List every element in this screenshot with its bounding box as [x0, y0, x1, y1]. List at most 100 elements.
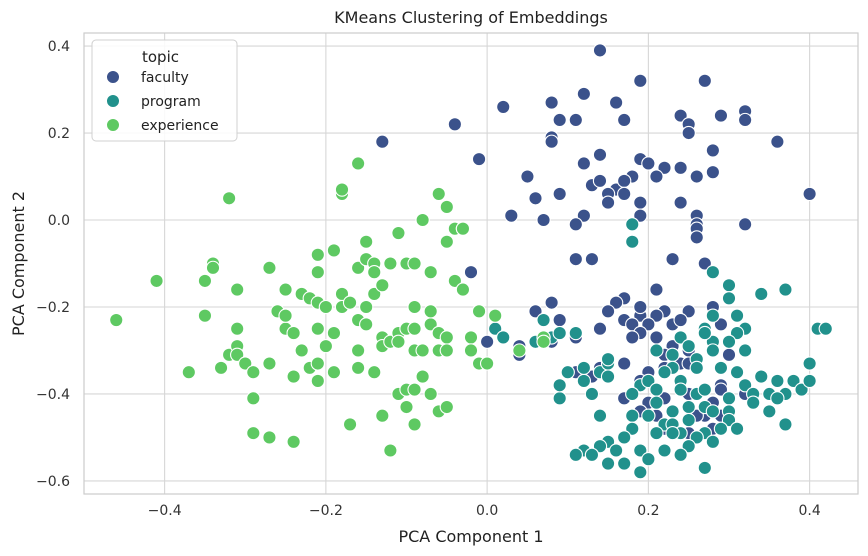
point-experience	[391, 225, 406, 241]
point-faculty	[496, 99, 511, 115]
point-faculty	[617, 356, 632, 371]
legend-box	[91, 39, 238, 142]
point-faculty	[608, 95, 624, 110]
y-tick-label: 0.0	[48, 213, 70, 229]
point-program	[641, 373, 656, 389]
legend-label-experience: experience	[141, 118, 219, 134]
point-program	[721, 391, 737, 406]
point-program	[633, 465, 648, 480]
point-experience	[262, 356, 277, 371]
legend-marker-program	[106, 94, 120, 108]
point-faculty	[617, 173, 632, 189]
point-faculty	[633, 208, 648, 223]
y-tick-label: 0.2	[48, 126, 70, 142]
point-experience	[310, 321, 325, 336]
point-faculty	[649, 330, 664, 345]
point-program	[681, 399, 696, 415]
point-program	[649, 343, 664, 358]
point-experience	[230, 321, 245, 336]
x-tick-label: 0.4	[798, 503, 820, 519]
point-experience	[318, 299, 334, 315]
point-program	[641, 408, 656, 423]
point-faculty	[552, 312, 567, 328]
point-faculty	[649, 169, 664, 184]
point-faculty	[568, 217, 583, 232]
point-faculty	[544, 134, 559, 149]
point-faculty	[681, 125, 696, 141]
point-experience	[286, 325, 301, 341]
point-faculty	[649, 308, 664, 323]
y-tick-label: −0.2	[36, 300, 70, 316]
y-tick-label: −0.6	[36, 474, 70, 490]
point-faculty	[625, 330, 640, 345]
point-program	[746, 395, 761, 410]
point-faculty	[552, 186, 567, 202]
point-program	[552, 391, 567, 406]
x-tick-label: 0.2	[637, 503, 659, 519]
point-faculty	[689, 169, 704, 184]
legend-label-faculty: faculty	[141, 70, 189, 86]
point-program	[649, 425, 664, 441]
point-faculty	[713, 108, 729, 123]
point-program	[778, 417, 793, 432]
legend-title: topic	[142, 48, 179, 66]
point-experience	[310, 265, 325, 280]
point-experience	[423, 265, 438, 280]
point-faculty	[528, 304, 543, 319]
point-faculty	[665, 252, 680, 267]
point-experience	[262, 260, 277, 275]
point-program	[665, 425, 680, 441]
point-faculty	[504, 208, 519, 223]
point-program	[721, 412, 737, 428]
point-program	[754, 286, 769, 302]
point-experience	[294, 343, 309, 358]
point-faculty	[673, 195, 688, 210]
point-experience	[415, 212, 430, 228]
point-program	[592, 439, 608, 454]
point-experience	[181, 365, 196, 380]
point-program	[657, 443, 672, 458]
point-experience	[326, 243, 342, 258]
point-experience	[109, 312, 124, 328]
point-faculty	[770, 134, 785, 149]
point-program	[729, 365, 745, 380]
point-program	[705, 343, 721, 358]
point-faculty	[592, 147, 608, 162]
point-program	[705, 308, 721, 323]
point-faculty	[641, 317, 656, 332]
point-faculty	[544, 95, 559, 110]
point-experience	[455, 221, 471, 236]
point-faculty	[673, 160, 688, 175]
point-program	[729, 421, 745, 436]
point-experience	[415, 369, 430, 384]
point-experience	[278, 308, 293, 323]
point-faculty	[673, 108, 688, 123]
point-experience	[350, 260, 366, 275]
y-tick-label: −0.4	[36, 387, 70, 403]
point-program	[689, 360, 704, 376]
point-faculty	[697, 256, 712, 271]
point-experience	[439, 343, 454, 358]
point-faculty	[536, 212, 551, 228]
point-experience	[423, 304, 438, 319]
point-faculty	[528, 191, 543, 206]
point-experience	[310, 247, 325, 262]
legend-marker-faculty	[106, 70, 120, 84]
point-experience	[375, 408, 390, 423]
point-faculty	[633, 299, 648, 315]
point-program	[496, 330, 511, 345]
point-program	[818, 321, 833, 336]
point-program	[673, 447, 688, 463]
point-experience	[342, 295, 358, 310]
point-experience	[246, 425, 261, 441]
point-program	[633, 443, 648, 458]
point-experience	[423, 386, 438, 402]
chart-title: KMeans Clustering of Embeddings	[334, 8, 608, 27]
point-program	[762, 404, 777, 419]
point-program	[657, 365, 672, 380]
legend-items: faculty program experience	[106, 70, 219, 134]
point-program	[552, 378, 567, 393]
point-experience	[246, 365, 261, 380]
point-faculty	[592, 43, 608, 58]
point-program	[552, 325, 567, 341]
